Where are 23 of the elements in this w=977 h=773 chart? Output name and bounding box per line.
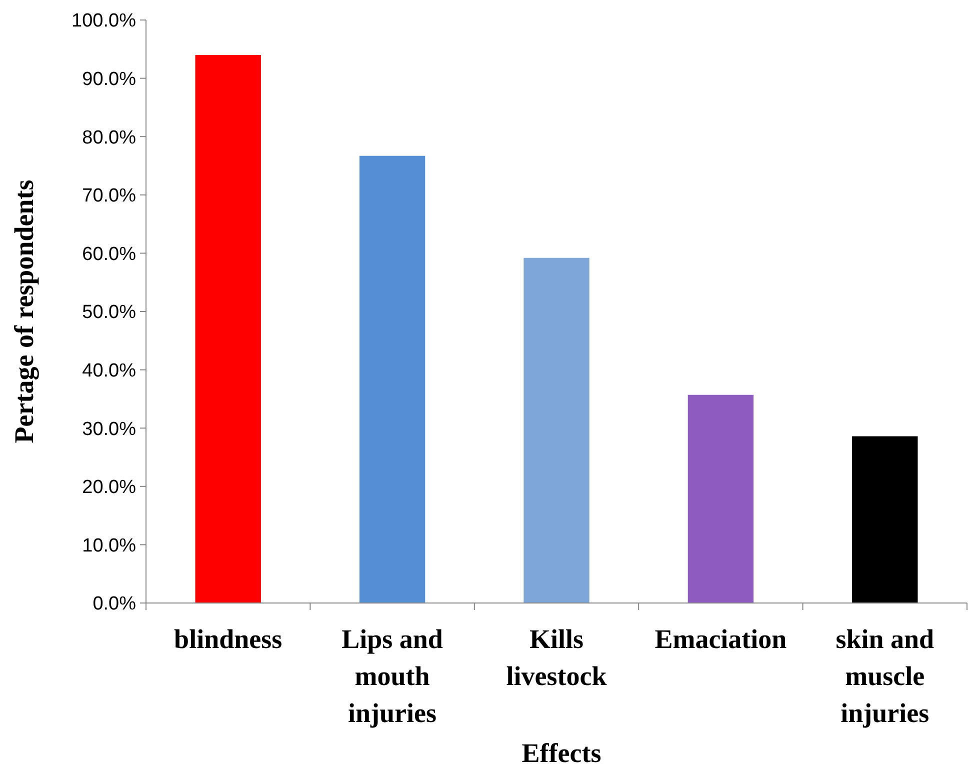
y-tick-label: 40.0% <box>82 360 136 382</box>
y-axis-title: Pertage of respondents <box>9 180 39 444</box>
bar <box>195 54 261 603</box>
y-tick-label: 80.0% <box>82 127 136 148</box>
x-axis-title: Effects <box>522 738 602 768</box>
y-tick-label: 30.0% <box>82 418 136 440</box>
y-tick-label: 10.0% <box>82 535 136 556</box>
x-tick-label: Lips and mouth injuries <box>342 624 443 728</box>
y-tick-label: 70.0% <box>82 186 136 207</box>
bar <box>359 156 426 603</box>
y-tick-label: 60.0% <box>82 244 136 265</box>
bar <box>688 394 754 603</box>
bar <box>852 436 918 603</box>
y-tick-label: 50.0% <box>82 302 136 324</box>
x-tick-label: blindness <box>174 624 282 654</box>
y-tick-label: 90.0% <box>82 68 136 90</box>
y-tick-label: 20.0% <box>82 477 136 498</box>
x-tick-label: Kills livestock <box>506 624 607 691</box>
bar <box>524 258 590 603</box>
x-tick-label: skin and muscle injuries <box>836 624 934 728</box>
y-tick-label: 100.0% <box>72 10 136 32</box>
x-tick-label: Emaciation <box>654 624 787 654</box>
y-tick-label: 0.0% <box>92 594 136 615</box>
